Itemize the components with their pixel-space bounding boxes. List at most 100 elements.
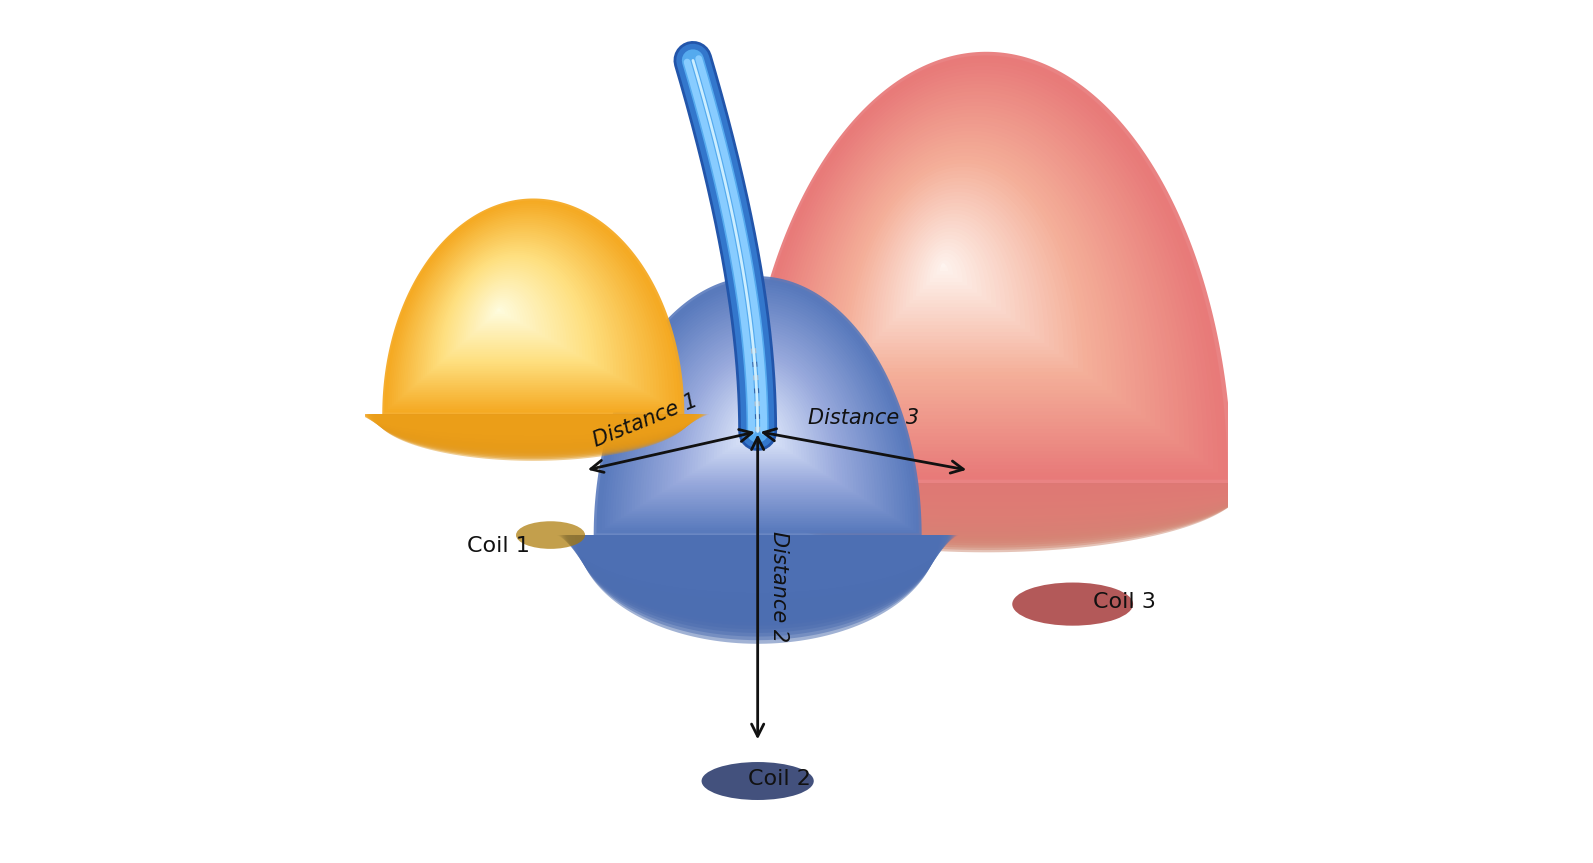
Ellipse shape bbox=[1012, 583, 1133, 626]
Polygon shape bbox=[765, 77, 1198, 458]
Polygon shape bbox=[804, 120, 1141, 415]
Polygon shape bbox=[566, 535, 951, 583]
Polygon shape bbox=[679, 356, 836, 482]
Polygon shape bbox=[459, 272, 564, 347]
Polygon shape bbox=[811, 128, 1131, 408]
Polygon shape bbox=[390, 206, 672, 407]
Polygon shape bbox=[483, 296, 524, 324]
Polygon shape bbox=[561, 535, 956, 557]
Polygon shape bbox=[384, 200, 682, 413]
Polygon shape bbox=[366, 414, 701, 439]
Polygon shape bbox=[564, 535, 951, 575]
Polygon shape bbox=[596, 279, 919, 533]
Polygon shape bbox=[718, 483, 1255, 529]
Polygon shape bbox=[489, 301, 515, 319]
Polygon shape bbox=[714, 483, 1258, 520]
Polygon shape bbox=[825, 142, 1112, 394]
Polygon shape bbox=[795, 110, 1155, 425]
Polygon shape bbox=[726, 483, 1246, 550]
Polygon shape bbox=[392, 208, 669, 406]
Polygon shape bbox=[703, 483, 1271, 494]
Polygon shape bbox=[569, 535, 946, 601]
Polygon shape bbox=[781, 95, 1174, 440]
Polygon shape bbox=[728, 403, 787, 450]
Polygon shape bbox=[486, 298, 521, 323]
Polygon shape bbox=[892, 214, 1015, 322]
Polygon shape bbox=[757, 70, 1207, 465]
Polygon shape bbox=[644, 323, 873, 504]
Polygon shape bbox=[690, 367, 827, 475]
Polygon shape bbox=[707, 483, 1265, 507]
Polygon shape bbox=[883, 203, 1031, 332]
Polygon shape bbox=[624, 305, 892, 516]
Polygon shape bbox=[575, 535, 941, 629]
Polygon shape bbox=[808, 123, 1136, 412]
Polygon shape bbox=[374, 414, 693, 459]
Polygon shape bbox=[368, 414, 698, 445]
Polygon shape bbox=[653, 333, 862, 497]
Polygon shape bbox=[363, 414, 703, 433]
Polygon shape bbox=[365, 414, 701, 438]
Polygon shape bbox=[567, 535, 949, 589]
Polygon shape bbox=[427, 242, 613, 375]
Polygon shape bbox=[715, 483, 1257, 525]
Polygon shape bbox=[747, 421, 768, 438]
Polygon shape bbox=[491, 303, 511, 318]
Polygon shape bbox=[819, 135, 1121, 400]
Polygon shape bbox=[559, 535, 956, 553]
Polygon shape bbox=[373, 414, 693, 457]
Polygon shape bbox=[429, 243, 610, 373]
Polygon shape bbox=[835, 153, 1098, 382]
Polygon shape bbox=[452, 266, 573, 352]
Polygon shape bbox=[370, 414, 696, 450]
Ellipse shape bbox=[701, 762, 814, 800]
Polygon shape bbox=[569, 535, 946, 604]
Polygon shape bbox=[416, 230, 632, 385]
Text: Distance 3: Distance 3 bbox=[808, 408, 919, 428]
Polygon shape bbox=[709, 483, 1265, 508]
Polygon shape bbox=[710, 387, 804, 461]
Polygon shape bbox=[360, 414, 707, 424]
Polygon shape bbox=[570, 535, 945, 608]
Polygon shape bbox=[464, 277, 554, 342]
Polygon shape bbox=[701, 483, 1273, 490]
Polygon shape bbox=[706, 483, 1268, 501]
Polygon shape bbox=[895, 217, 1010, 318]
Polygon shape bbox=[733, 408, 782, 447]
Polygon shape bbox=[838, 156, 1093, 379]
Polygon shape bbox=[712, 483, 1260, 518]
Polygon shape bbox=[409, 224, 640, 390]
Polygon shape bbox=[393, 210, 666, 404]
Polygon shape bbox=[632, 312, 884, 511]
Polygon shape bbox=[569, 535, 948, 596]
Polygon shape bbox=[741, 52, 1233, 483]
Polygon shape bbox=[605, 287, 911, 528]
Polygon shape bbox=[900, 221, 1005, 314]
Polygon shape bbox=[421, 236, 623, 380]
Polygon shape bbox=[599, 281, 916, 532]
Polygon shape bbox=[940, 264, 948, 271]
Polygon shape bbox=[436, 251, 597, 366]
Polygon shape bbox=[363, 414, 704, 432]
Polygon shape bbox=[358, 414, 707, 422]
Polygon shape bbox=[787, 102, 1164, 433]
Polygon shape bbox=[862, 181, 1059, 354]
Polygon shape bbox=[443, 256, 588, 361]
Polygon shape bbox=[478, 290, 532, 330]
Polygon shape bbox=[771, 85, 1188, 450]
Polygon shape bbox=[814, 131, 1126, 404]
Text: Distance 2: Distance 2 bbox=[769, 532, 789, 642]
Polygon shape bbox=[572, 535, 943, 619]
Polygon shape bbox=[413, 229, 636, 387]
Polygon shape bbox=[768, 80, 1193, 455]
Polygon shape bbox=[841, 160, 1088, 375]
Polygon shape bbox=[417, 232, 629, 383]
Polygon shape bbox=[822, 138, 1117, 397]
Polygon shape bbox=[855, 174, 1069, 361]
Polygon shape bbox=[906, 228, 996, 307]
Polygon shape bbox=[723, 483, 1249, 543]
Polygon shape bbox=[683, 362, 832, 478]
Polygon shape bbox=[886, 206, 1026, 329]
Polygon shape bbox=[365, 414, 703, 436]
Polygon shape bbox=[709, 385, 808, 463]
